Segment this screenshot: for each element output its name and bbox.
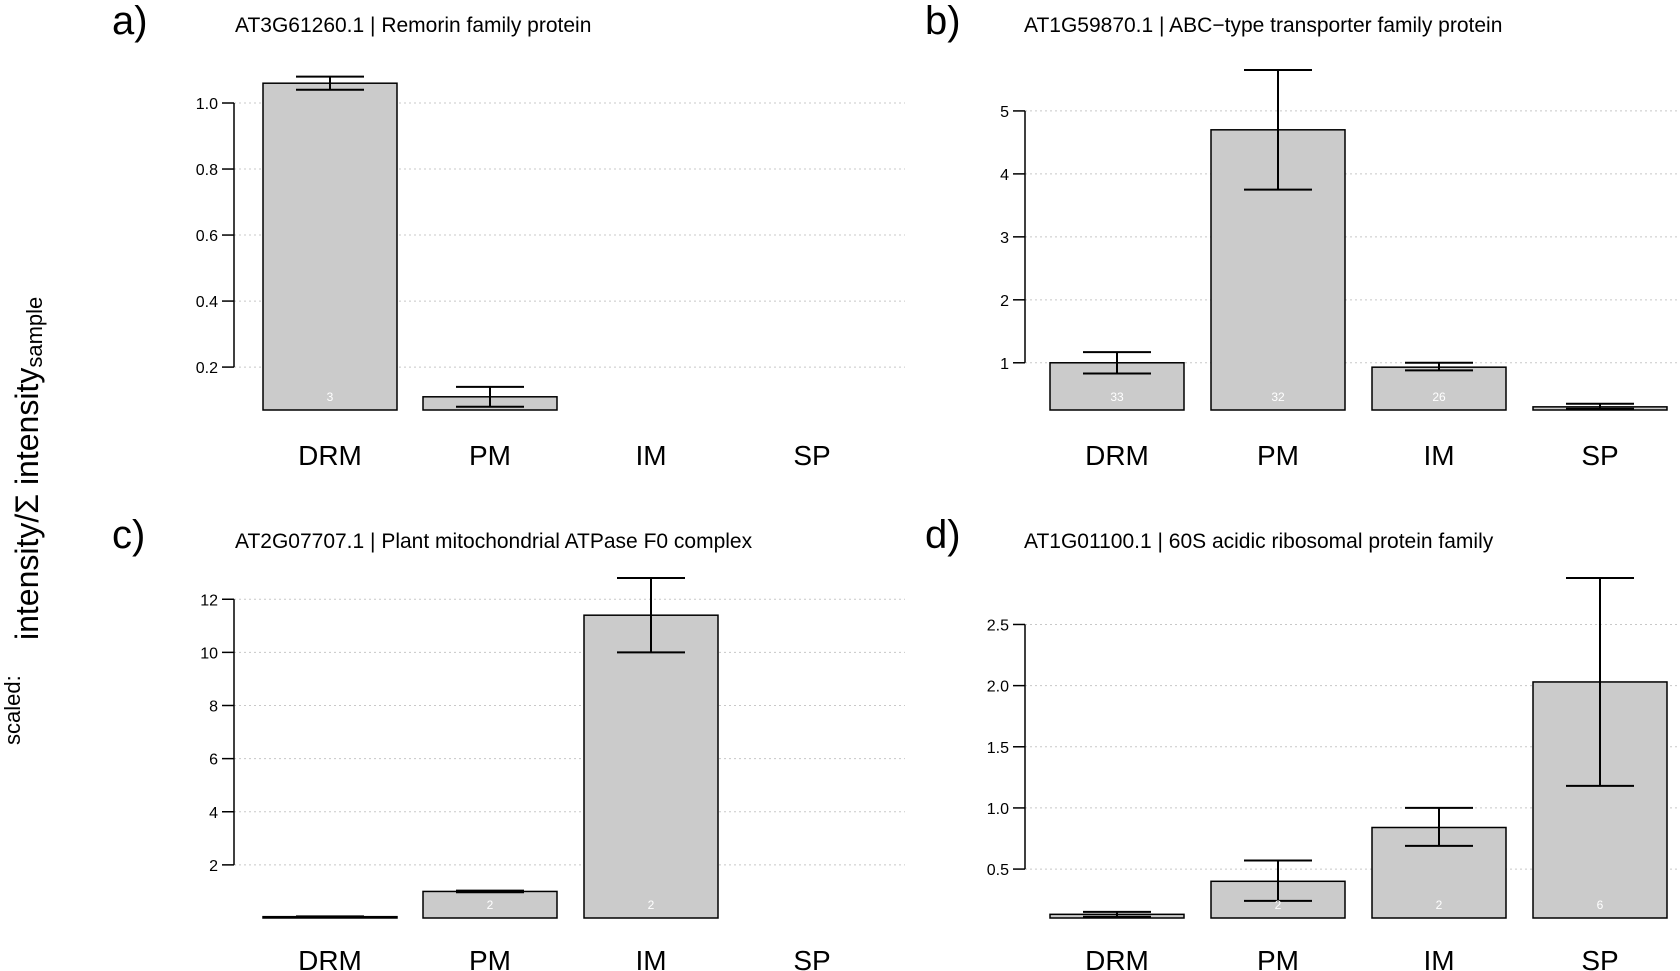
error-bar-drm [1083, 910, 1151, 918]
error-bar-im [617, 577, 685, 654]
error-bar-im [1405, 806, 1473, 847]
error-bar-sp [1566, 402, 1634, 410]
error-bar-pm [456, 385, 524, 408]
x-tick-label: SP [793, 440, 830, 471]
y-tick-label: 10 [200, 645, 218, 662]
y-tick-label: 0.2 [196, 360, 218, 377]
bar-drm [262, 82, 398, 411]
y-tick-label: 6 [209, 752, 218, 769]
y-tick-label: 2.0 [987, 679, 1009, 696]
n-label: 2 [1275, 898, 1282, 912]
panel-letter: b) [925, 0, 961, 43]
n-label: 2 [648, 898, 655, 912]
chart-panel: a) AT3G61260.1 | Remorin family protein 0.… [112, 0, 905, 471]
y-tick-label: 1 [1000, 356, 1009, 373]
x-tick-label: PM [1257, 440, 1299, 471]
x-tick-label: DRM [298, 945, 362, 971]
n-label: 6 [1597, 898, 1604, 912]
x-tick-label: SP [1581, 945, 1618, 971]
y-tick-label: 5 [1000, 104, 1009, 121]
x-tick-label: IM [1423, 440, 1454, 471]
n-label: 26 [1432, 390, 1446, 404]
x-tick-label: PM [469, 440, 511, 471]
y-tick-label: 0.6 [196, 228, 218, 245]
panels: a) AT3G61260.1 | Remorin family protein 0.… [112, 0, 1680, 971]
y-tick-label: 1.5 [987, 740, 1009, 757]
y-tick-label: 2 [209, 858, 218, 875]
chart-panel: c) AT2G07707.1 | Plant mitochondrial ATPa… [112, 513, 905, 971]
panel-title: AT2G07707.1 | Plant mitochondrial ATPase… [235, 530, 753, 553]
y-tick-label: 1.0 [196, 96, 218, 113]
x-tick-label: IM [1423, 945, 1454, 971]
error-bar-pm [1244, 859, 1312, 902]
panel-title: AT1G01100.1 | 60S acidic ribosomal prote… [1024, 530, 1494, 553]
x-tick-label: SP [793, 945, 830, 971]
y-tick-label: 0.5 [987, 862, 1009, 879]
x-tick-label: IM [635, 440, 666, 471]
y-axis-title-prefix: scaled: [0, 675, 25, 745]
x-tick-label: SP [1581, 440, 1618, 471]
y-tick-label: 12 [200, 592, 218, 609]
y-axis-title-text: intensity/Σ intensity [9, 368, 45, 640]
error-bar-im [1405, 361, 1473, 372]
n-label: 3 [327, 390, 334, 404]
n-label: 2 [487, 898, 494, 912]
y-tick-label: 8 [209, 699, 218, 716]
y-tick-label: 1.0 [987, 801, 1009, 818]
y-tick-label: 3 [1000, 230, 1009, 247]
error-bar-drm [296, 75, 364, 91]
y-axis-title-subscript: sample [22, 297, 47, 368]
y-tick-label: 4 [209, 805, 218, 822]
y-axis-title: scaled: intensity/Σ intensitysample [0, 297, 47, 745]
x-tick-label: DRM [298, 440, 362, 471]
panel-title: AT3G61260.1 | Remorin family protein [235, 14, 591, 37]
y-tick-label: 0.8 [196, 162, 218, 179]
x-tick-label: PM [1257, 945, 1299, 971]
x-tick-label: DRM [1085, 440, 1149, 471]
panel-title: AT1G59870.1 | ABC−type transporter famil… [1024, 14, 1502, 37]
bar-im [583, 614, 719, 919]
error-bar-drm [296, 915, 364, 918]
y-tick-label: 4 [1000, 167, 1009, 184]
y-tick-label: 0.4 [196, 294, 218, 311]
panel-letter: d) [925, 513, 961, 557]
n-label: 33 [1110, 390, 1124, 404]
n-label: 32 [1271, 390, 1285, 404]
x-tick-label: PM [469, 945, 511, 971]
error-bar-pm [456, 889, 524, 894]
panel-letter: a) [112, 0, 148, 43]
bar-pm [422, 890, 558, 919]
chart-panel: b) AT1G59870.1 | ABC−type transporter fam… [925, 0, 1680, 471]
y-tick-label: 2.5 [987, 617, 1009, 634]
y-tick-label: 2 [1000, 293, 1009, 310]
x-tick-label: IM [635, 945, 666, 971]
error-bar-drm [1083, 351, 1151, 375]
x-tick-label: DRM [1085, 945, 1149, 971]
y-axis-title-main: intensity/Σ intensitysample [9, 297, 47, 640]
n-label: 2 [1436, 898, 1443, 912]
error-bar-sp [1566, 577, 1634, 787]
error-bar-pm [1244, 69, 1312, 191]
chart-panel: d) AT1G01100.1 | 60S acidic ribosomal pro… [925, 513, 1680, 971]
panel-letter: c) [112, 513, 145, 557]
